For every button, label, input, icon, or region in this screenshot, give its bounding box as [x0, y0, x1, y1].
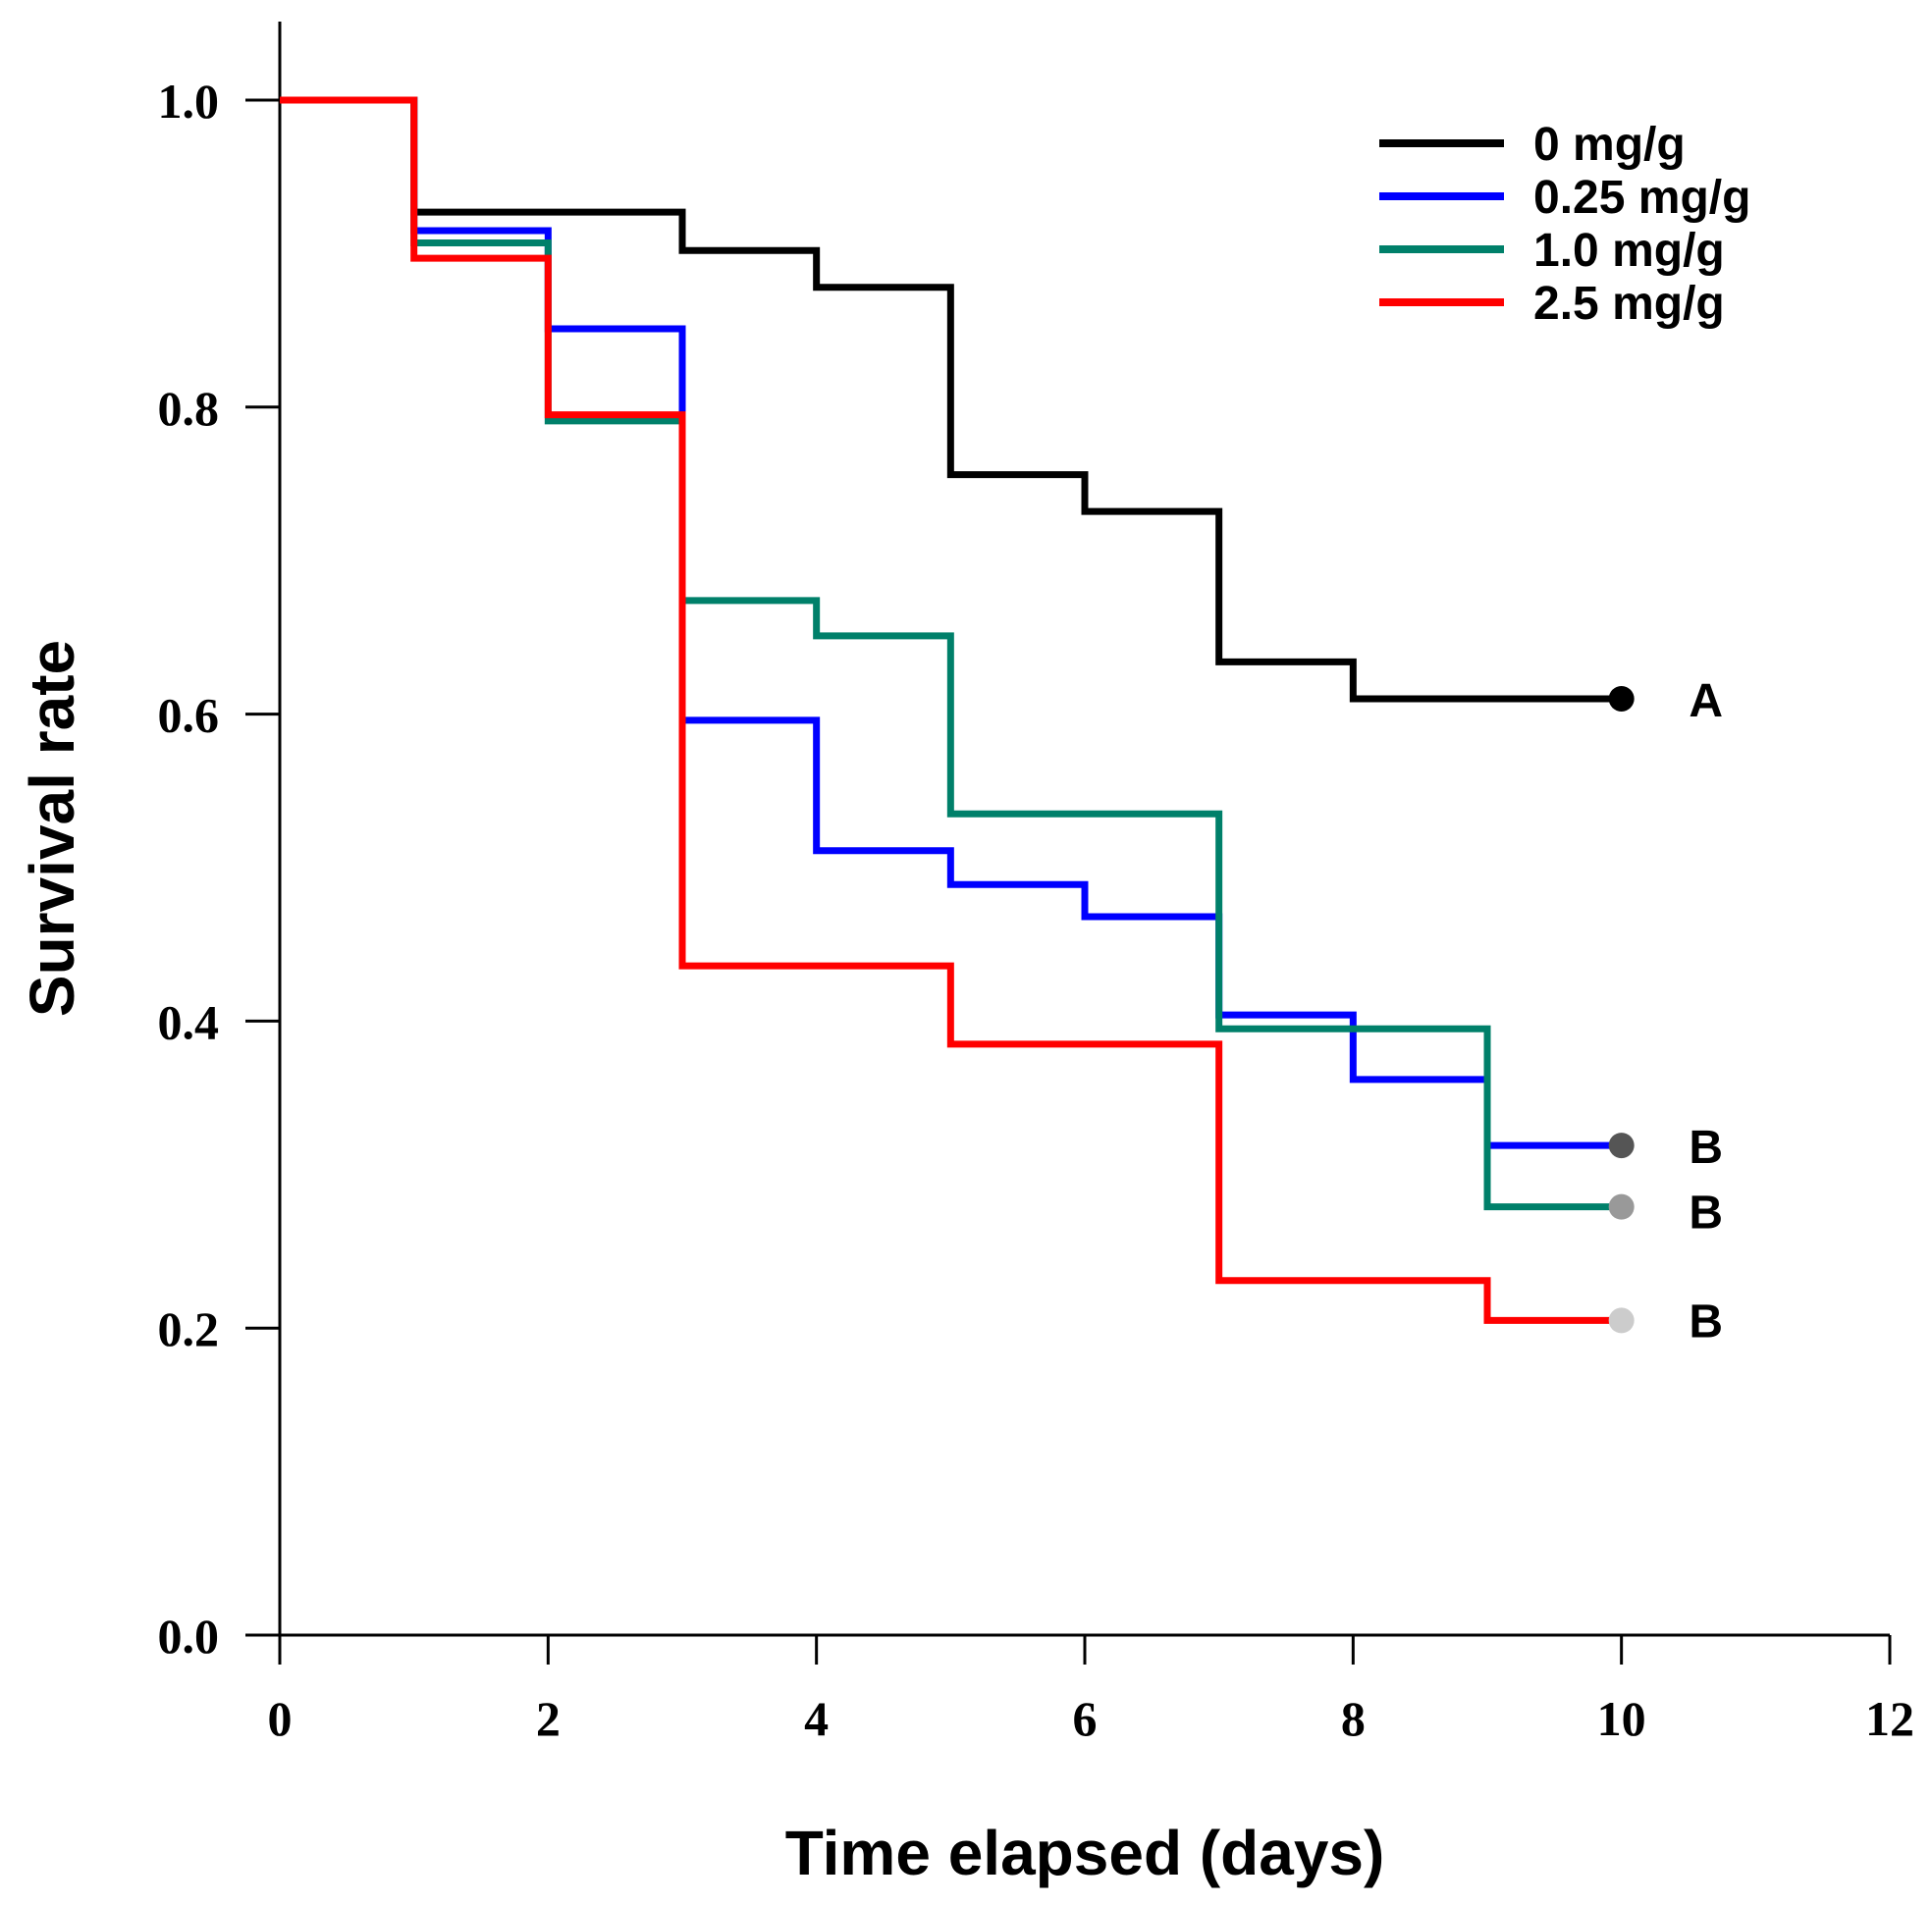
series-line-0 — [280, 96, 1622, 703]
end-marker-1 — [1608, 1133, 1635, 1159]
y-tick-label: 0.2 — [158, 1301, 220, 1356]
y-tick-label: 0.0 — [158, 1609, 220, 1664]
x-tick-label: 8 — [1341, 1691, 1366, 1746]
x-ticks: 0 2 4 6 8 10 12 — [268, 1635, 1914, 1746]
x-tick-label: 12 — [1865, 1691, 1914, 1746]
legend: 0 mg/g0.25 mg/g1.0 mg/g2.5 mg/g — [1379, 119, 1750, 330]
legend-label-0: 0 mg/g — [1533, 119, 1686, 171]
group-label-2: B — [1689, 1188, 1723, 1240]
x-axis-title: Time elapsed (days) — [785, 1818, 1385, 1888]
series-line-2 — [280, 96, 1622, 1211]
legend-label-1: 0.25 mg/g — [1533, 172, 1750, 224]
end-marker-2 — [1608, 1193, 1635, 1220]
end-marker-3 — [1608, 1307, 1635, 1334]
y-tick-label: 0.6 — [158, 688, 220, 743]
x-tick-label: 10 — [1597, 1691, 1646, 1746]
legend-label-3: 2.5 mg/g — [1533, 278, 1725, 330]
group-label-0: A — [1689, 675, 1723, 727]
y-tick-label: 0.4 — [158, 994, 220, 1049]
end-marker-0 — [1608, 685, 1635, 712]
group-label-3: B — [1689, 1296, 1723, 1348]
y-tick-label: 0.8 — [158, 381, 220, 436]
x-tick-label: 6 — [1073, 1691, 1098, 1746]
group-label-1: B — [1689, 1122, 1723, 1174]
y-tick-label: 1.0 — [158, 74, 220, 129]
x-tick-label: 0 — [268, 1691, 293, 1746]
series-group — [280, 96, 1622, 1324]
legend-label-2: 1.0 mg/g — [1533, 225, 1725, 277]
series-line-3 — [280, 96, 1622, 1324]
y-axis-title: Survival rate — [17, 640, 87, 1017]
x-tick-label: 4 — [804, 1691, 829, 1746]
x-tick-label: 2 — [536, 1691, 561, 1746]
y-ticks: 0.0 0.2 0.4 0.6 0.8 1.0 — [158, 74, 280, 1664]
